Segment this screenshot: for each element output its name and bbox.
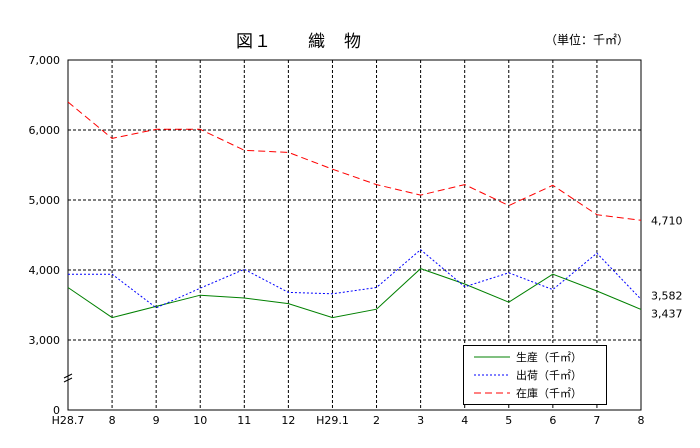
chart-title: 図１ 織 物	[236, 32, 362, 52]
legend-swatch-shipment	[474, 374, 510, 376]
legend-item-inventory: 在庫（千㎡）	[474, 385, 582, 401]
x-tick-label: 6	[549, 414, 556, 427]
series-lines	[67, 101, 642, 319]
y-axis-ticks: 0 3,000 4,000 5,000 6,000 7,000	[29, 54, 61, 417]
x-tick-label: H29.1	[316, 414, 349, 427]
end-label-inventory: 4,710	[651, 214, 683, 227]
axis-break-mark	[63, 373, 73, 379]
x-tick-label: 5	[505, 414, 512, 427]
legend-swatch-production	[474, 356, 510, 358]
y-tick-label: 3,000	[29, 334, 61, 347]
y-tick-label: 4,000	[29, 264, 61, 277]
x-axis-ticks: H28.7 8 9 10 11 12 H29.1 2 3 4 5 6 7 8	[52, 414, 645, 427]
legend-swatch-inventory	[474, 392, 510, 394]
plot-border	[67, 59, 642, 411]
y-tick-label: 0	[53, 404, 60, 417]
axis-break-mark	[63, 377, 73, 383]
x-tick-label: 4	[461, 414, 468, 427]
series-line-inventory	[67, 101, 642, 221]
x-tick-label: H28.7	[52, 414, 85, 427]
x-tick-label: 2	[373, 414, 380, 427]
legend-label-inventory: 在庫（千㎡）	[516, 387, 582, 400]
end-value-labels: 4,710 3,582 3,437	[651, 214, 683, 320]
series-line-shipment	[68, 249, 642, 309]
x-tick-label: 9	[153, 414, 160, 427]
x-tick-label: 8	[638, 414, 645, 427]
x-tick-label: 3	[417, 414, 424, 427]
x-tick-label: 10	[193, 414, 207, 427]
y-tick-label: 7,000	[29, 54, 61, 67]
y-tick-label: 5,000	[29, 194, 61, 207]
y-tick-label: 6,000	[29, 124, 61, 137]
end-label-shipment: 3,582	[651, 289, 683, 302]
legend-label-shipment: 出荷（千㎡）	[516, 369, 582, 382]
x-tick-label: 12	[281, 414, 295, 427]
unit-label: （単位：千㎡）	[545, 33, 630, 47]
x-tick-label: 8	[109, 414, 116, 427]
x-tick-label: 7	[593, 414, 600, 427]
end-label-production: 3,437	[651, 307, 683, 320]
chart-legend: 生産（千㎡） 出荷（千㎡） 在庫（千㎡）	[463, 345, 607, 405]
x-tick-label: 11	[237, 414, 251, 427]
legend-item-production: 生産（千㎡）	[474, 349, 582, 365]
legend-label-production: 生産（千㎡）	[516, 351, 582, 364]
legend-item-shipment: 出荷（千㎡）	[474, 367, 582, 383]
plot-frame	[63, 59, 642, 411]
series-line-production	[67, 268, 642, 319]
